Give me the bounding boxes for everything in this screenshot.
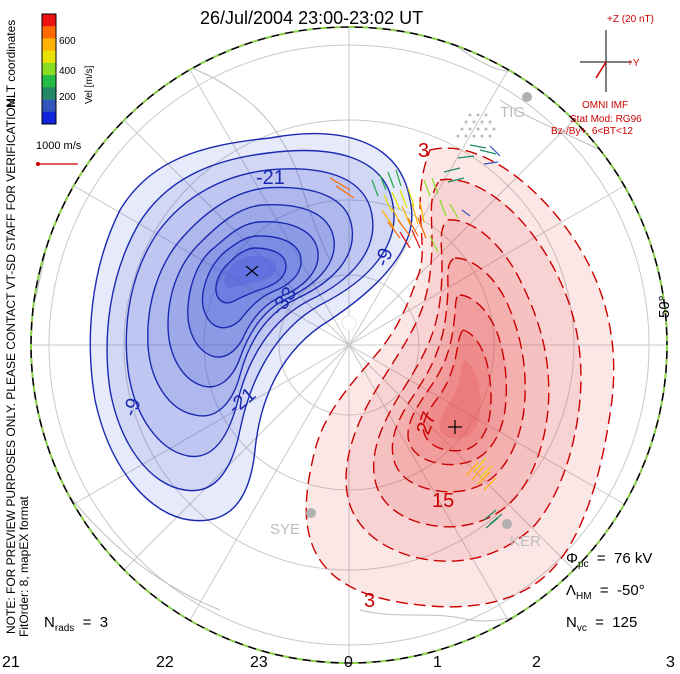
phi-pc-symbol: Φpc — [566, 550, 589, 570]
negative-convection-cell — [89, 132, 413, 522]
colorbar-swatch — [42, 62, 56, 76]
radar-sites — [306, 92, 532, 529]
imf-z-label: +Z (20 nT) — [607, 14, 654, 25]
mlt-tick-22: 22 — [156, 654, 174, 671]
latitude-label: 50° — [656, 295, 673, 318]
station-tig: TIG — [500, 104, 525, 121]
lambda-hm-equals: = — [595, 582, 613, 599]
imf-model-line1: Stat Mod: RG96 — [570, 114, 642, 125]
radar-gate-dots — [456, 113, 496, 138]
imf-crosshair — [580, 30, 632, 92]
colorbar-tick-400: 400 — [59, 66, 76, 77]
mlt-tick-23: 23 — [250, 654, 268, 671]
n-rads-value: 3 — [99, 614, 109, 631]
colorbar-swatch — [42, 38, 56, 52]
map-title: 26/Jul/2004 23:00-23:02 UT — [200, 8, 424, 28]
n-vc-equals: = — [591, 614, 609, 631]
colorbar-tick-600: 600 — [59, 36, 76, 47]
phi-pc-value: 76 kV — [613, 550, 653, 567]
imf-vector — [595, 61, 607, 79]
contour-label-neg-1: -21 — [256, 167, 285, 189]
colorbar-tick-200: 200 — [59, 92, 76, 103]
mlt-tick-0: 0 — [344, 654, 353, 671]
contour-label-pos-1: 3 — [418, 140, 430, 162]
maximum-marker — [448, 420, 462, 434]
scale-vector — [36, 162, 78, 166]
n-vc-symbol: Nvc — [566, 614, 587, 634]
colorbar-swatch — [42, 14, 56, 27]
positive-convection-cell — [305, 147, 615, 608]
minimum-marker — [245, 265, 259, 277]
velocity-colorbar — [41, 13, 57, 125]
notice-text: NOTE: FOR PREVIEW PURPOSES ONLY. PLEASE … — [4, 95, 18, 634]
contour-label-pos-4: 3 — [364, 590, 376, 612]
station-ker: KER — [510, 533, 541, 550]
colorbar-swatch — [42, 99, 56, 113]
imf-model-line2: Bz-/By+, 6<BT<12 — [551, 126, 633, 137]
scale-vector-label: 1000 m/s — [36, 140, 82, 152]
mlt-tick-21: 21 — [2, 654, 20, 671]
velocity-vectors — [329, 144, 503, 529]
contour-label-pos-3: 15 — [432, 490, 455, 512]
lambda-hm-value: -50° — [617, 582, 645, 599]
colorbar-swatch — [42, 111, 56, 125]
n-rads-equals: = — [78, 614, 96, 631]
n-vc-stat: Nvc = 125 — [566, 614, 637, 634]
colorbar-swatch — [42, 50, 56, 64]
n-vc-value: 125 — [612, 614, 638, 631]
colorbar-swatch — [42, 26, 56, 39]
imf-source: OMNI IMF — [582, 100, 629, 111]
colorbar-swatch — [42, 75, 56, 88]
phi-pc-stat: Φpc = 76 kV — [566, 550, 652, 570]
hm-boundary — [30, 26, 668, 664]
n-rads-stat: Nrads = 3 — [44, 614, 108, 634]
lambda-hm-symbol: ΛHM — [566, 582, 592, 602]
fit-order-text: FitOrder: 8, mapEX format — [17, 496, 31, 637]
imf-y-label: +Y — [627, 58, 640, 69]
station-sye: SYE — [270, 521, 301, 538]
coordinate-grid — [31, 27, 667, 663]
lambda-hm-stat: ΛHM = -50° — [566, 582, 645, 602]
colorbar-label: Vel [m/s] — [84, 65, 95, 104]
colorbar-swatch — [42, 87, 56, 101]
mlt-tick-2: 2 — [532, 654, 541, 671]
phi-pc-equals: = — [592, 550, 610, 567]
colorbar-frame — [41, 13, 57, 125]
n-rads-symbol: Nrads — [44, 614, 75, 634]
mlt-tick-3: 3 — [666, 654, 675, 671]
mlt-tick-1: 1 — [433, 654, 442, 671]
pole-marker — [341, 315, 357, 331]
